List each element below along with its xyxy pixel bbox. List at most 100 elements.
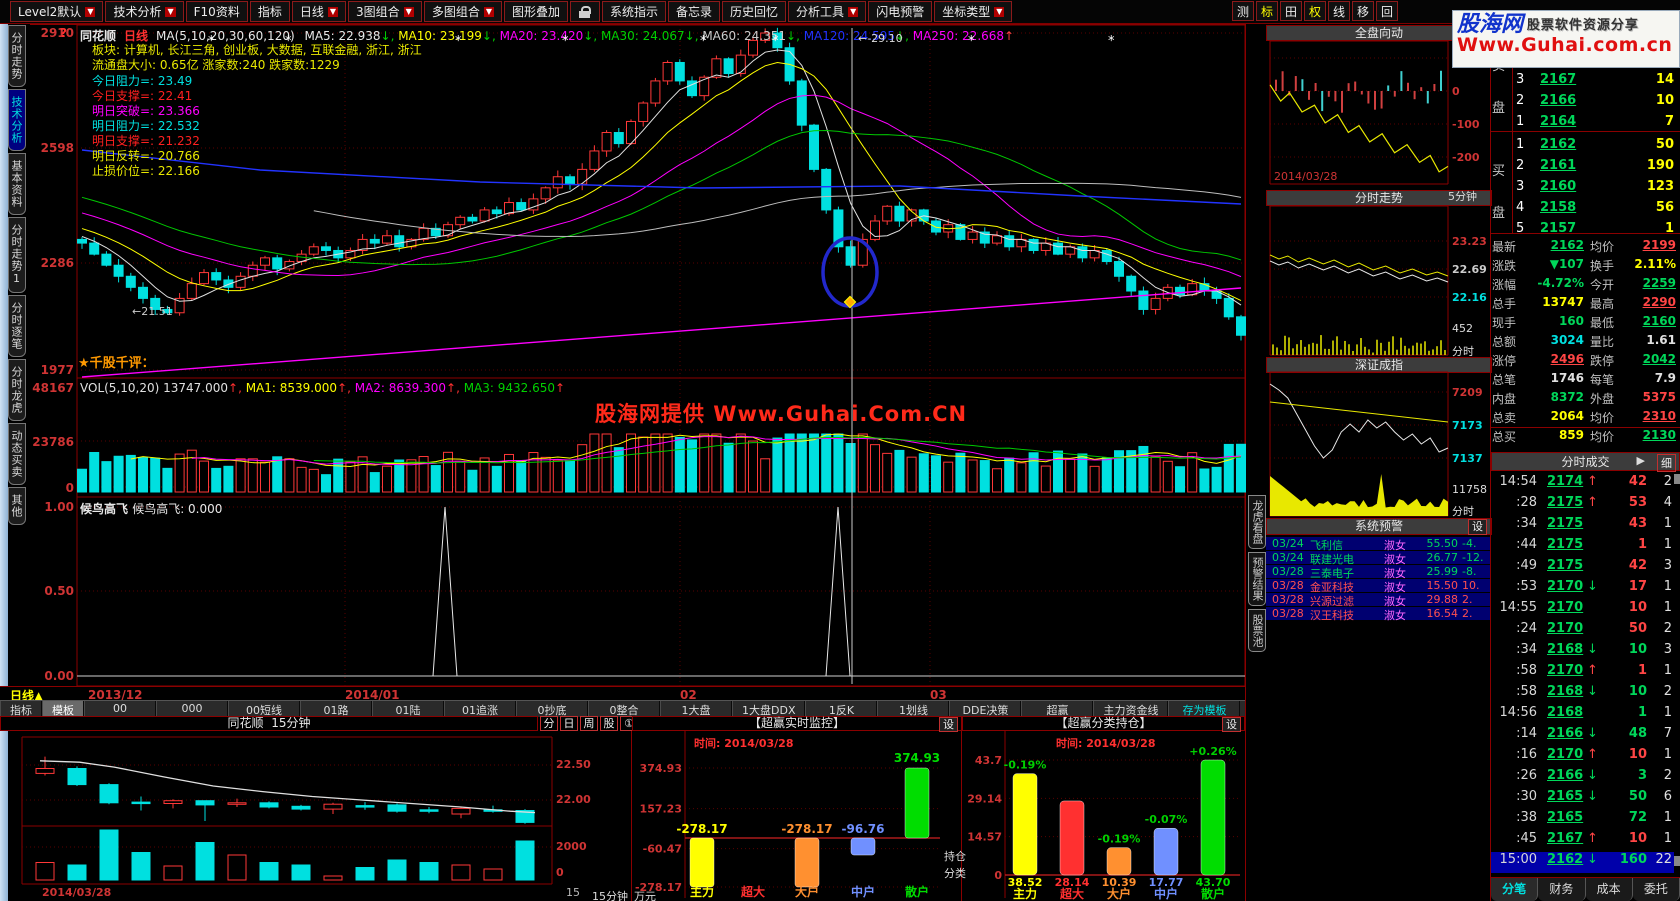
trade-row[interactable]: :45 2167 ↑ 10 1 bbox=[1491, 831, 1674, 852]
alert-row[interactable]: 03/24 联建光电 淑女 26.77 -12. bbox=[1266, 551, 1490, 566]
detail-button[interactable]: 细 bbox=[1657, 454, 1676, 472]
trade-row[interactable]: :30 2165 ↓ 50 6 bbox=[1491, 789, 1674, 810]
trade-row[interactable]: :58 2170 ↑ 1 1 bbox=[1491, 663, 1674, 684]
pan2-title[interactable]: 分时走势 bbox=[1266, 190, 1492, 206]
alert-row[interactable]: 03/24 飞利信 淑女 55.50 -4. bbox=[1266, 537, 1490, 552]
help-mark[interactable]: ? bbox=[60, 26, 67, 40]
menu-item-日线[interactable]: 日线 ▼ bbox=[291, 1, 347, 22]
template-tab-00[interactable]: 00 bbox=[84, 701, 156, 717]
template-tab-1大盘[interactable]: 1大盘 bbox=[660, 701, 732, 717]
sidebar-tab-技术分析[interactable]: 技术分析 bbox=[8, 89, 26, 151]
alert-row[interactable]: 03/28 金亚科技 淑女 15.50 10. bbox=[1266, 579, 1490, 594]
trade-row[interactable]: :14 2166 ↓ 48 7 bbox=[1491, 726, 1674, 747]
template-tab-01陆[interactable]: 01陆 bbox=[372, 701, 444, 717]
menu-item-指标[interactable]: 指标 bbox=[249, 1, 290, 22]
trade-row[interactable]: :44 2175 1 1 bbox=[1491, 537, 1674, 558]
menu-item-历史回忆[interactable]: 历史回忆 bbox=[722, 1, 787, 22]
alert-row[interactable]: 03/28 三泰电子 淑女 25.99 -8. bbox=[1266, 565, 1490, 580]
monitor-settings-button[interactable]: 设 bbox=[939, 717, 958, 732]
trade-row[interactable]: :28 2175 ↑ 53 4 bbox=[1491, 495, 1674, 516]
template-tab-00短线[interactable]: 00短线 bbox=[228, 701, 300, 717]
menu-item-Level2默认[interactable]: Level2默认 ▼ bbox=[10, 1, 104, 22]
template-tab-超赢[interactable]: 超赢 bbox=[1021, 701, 1094, 717]
period-button-日[interactable]: 日 bbox=[560, 716, 578, 731]
right-tab-预警结果[interactable]: 预警结果 bbox=[1248, 552, 1266, 606]
tool-线[interactable]: 线 bbox=[1328, 1, 1350, 21]
sidebar-tab-分时逐笔[interactable]: 分时逐笔 bbox=[8, 295, 26, 357]
alert-row[interactable]: 03/28 汉王科技 淑女 16.54 2. bbox=[1266, 607, 1490, 622]
trade-row[interactable]: :24 2170 50 2 bbox=[1491, 621, 1674, 642]
tool-移[interactable]: 移 bbox=[1352, 1, 1374, 21]
trade-row[interactable]: :58 2168 ↓ 10 2 bbox=[1491, 684, 1674, 705]
pan3-title[interactable]: 深证成指 bbox=[1266, 357, 1492, 373]
sidebar-tab-动态买卖[interactable]: 动态买卖 bbox=[8, 423, 26, 485]
period-button-周[interactable]: 周 bbox=[580, 716, 598, 731]
quote-tab-分笔[interactable]: 分笔 bbox=[1491, 878, 1539, 901]
trade-row[interactable]: :49 2175 42 3 bbox=[1491, 558, 1674, 579]
sidebar-tab-其他[interactable]: 其他 bbox=[8, 487, 26, 525]
buy-row-4[interactable]: 4 2158 56 bbox=[1514, 200, 1680, 220]
template-tab-存为模板[interactable]: 存为模板 bbox=[1168, 701, 1241, 717]
menu-item-分析工具[interactable]: 分析工具 ▼ bbox=[788, 1, 867, 22]
trade-row[interactable]: :34 2175 43 1 bbox=[1491, 516, 1674, 537]
template-tab-1划线[interactable]: 1划线 bbox=[877, 701, 950, 717]
buy-row-5[interactable]: 5 2157 1 bbox=[1514, 221, 1680, 241]
template-tab-1反K[interactable]: 1反K bbox=[805, 701, 878, 717]
tool-田[interactable]: 田 bbox=[1280, 1, 1302, 21]
sell-row-3[interactable]: 3 2167 14 bbox=[1514, 72, 1680, 92]
quote-tab-成本[interactable]: 成本 bbox=[1585, 878, 1633, 901]
buy-row-3[interactable]: 3 2160 123 bbox=[1514, 179, 1680, 199]
menu-item-多图组合[interactable]: 多图组合 ▼ bbox=[423, 1, 502, 22]
template-tab-01追涨[interactable]: 01追涨 bbox=[444, 701, 516, 717]
tool-测[interactable]: 测 bbox=[1232, 1, 1254, 21]
trade-row[interactable]: 14:56 2168 1 1 bbox=[1491, 705, 1674, 726]
sell-row-1[interactable]: 1 2164 7 bbox=[1514, 114, 1680, 134]
toolbar-模板[interactable]: 模板 bbox=[42, 701, 84, 717]
sidebar-tab-分时龙虎[interactable]: 分时龙虎 bbox=[8, 359, 26, 421]
menu-item-F10资料[interactable]: F10资料 bbox=[185, 1, 248, 22]
sidebar-tab-分时走势1[interactable]: 分时走势1 bbox=[8, 217, 26, 293]
scrollbar-up[interactable] bbox=[1674, 474, 1680, 484]
menu-item-3图组合[interactable]: 3图组合 ▼ bbox=[348, 1, 422, 22]
trade-row[interactable]: :38 2165 72 1 bbox=[1491, 810, 1674, 831]
trade-row[interactable]: :26 2166 ↓ 3 2 bbox=[1491, 768, 1674, 789]
template-tab-0整合[interactable]: 0整合 bbox=[588, 701, 660, 717]
period-button-股[interactable]: 股 bbox=[600, 716, 618, 731]
buy-row-1[interactable]: 1 2162 50 bbox=[1514, 137, 1680, 157]
trade-row[interactable]: :53 2170 ↓ 17 1 bbox=[1491, 579, 1674, 600]
period-button-分[interactable]: 分 bbox=[540, 716, 558, 731]
trade-row[interactable]: :16 2170 ↑ 10 1 bbox=[1491, 747, 1674, 768]
scrollbar-down[interactable] bbox=[1674, 856, 1680, 866]
menu-item-lock[interactable] bbox=[570, 1, 600, 22]
timeline-period[interactable]: 日线▲ bbox=[10, 689, 44, 703]
trade-row[interactable]: 14:54 2174 ↑ 42 2 bbox=[1491, 474, 1674, 495]
right-tab-股票池[interactable]: 股票池 bbox=[1248, 609, 1266, 652]
template-tab-1大盘DDX[interactable]: 1大盘DDX bbox=[732, 701, 806, 717]
sidebar-tab-分时走势[interactable]: 分时走势 bbox=[8, 25, 26, 87]
menu-item-系统指示[interactable]: 系统指示 bbox=[602, 1, 667, 22]
menu-item-技术分析[interactable]: 技术分析 ▼ bbox=[105, 1, 184, 22]
quote-tab-委托[interactable]: 委托 bbox=[1632, 878, 1680, 901]
tool-回[interactable]: 回 bbox=[1376, 1, 1398, 21]
expand-arrow-icon[interactable]: ▶ bbox=[1636, 454, 1645, 467]
template-tab-DDE决策[interactable]: DDE决策 bbox=[949, 701, 1022, 717]
menu-item-备忘录[interactable]: 备忘录 bbox=[668, 1, 721, 22]
alerts-settings-button[interactable]: 设 bbox=[1468, 519, 1487, 535]
trade-row[interactable]: 15:00 2162 ↓ 160 22 bbox=[1491, 852, 1674, 873]
tool-标[interactable]: 标 bbox=[1256, 1, 1278, 21]
trade-row[interactable]: :34 2168 ↓ 10 3 bbox=[1491, 642, 1674, 663]
toolbar-指标[interactable]: 指标 bbox=[0, 701, 42, 717]
trade-row[interactable]: 14:55 2170 10 1 bbox=[1491, 600, 1674, 621]
buy-row-2[interactable]: 2 2161 190 bbox=[1514, 158, 1680, 178]
template-tab-主力资金线[interactable]: 主力资金线 bbox=[1093, 701, 1169, 717]
menu-item-图形叠加[interactable]: 图形叠加 bbox=[503, 1, 568, 22]
template-tab-0抄底[interactable]: 0抄底 bbox=[516, 701, 588, 717]
template-tab-01路[interactable]: 01路 bbox=[300, 701, 372, 717]
sidebar-tab-基本资料[interactable]: 基本资料 bbox=[8, 153, 26, 215]
alert-row[interactable]: 03/28 兴源过滤 淑女 29.88 2. bbox=[1266, 593, 1490, 608]
menu-item-坐标类型[interactable]: 坐标类型 ▼ bbox=[934, 1, 1013, 22]
tool-权[interactable]: 权 bbox=[1304, 1, 1326, 21]
template-tab-000[interactable]: 000 bbox=[156, 701, 228, 717]
comment-link[interactable]: ★千股千评： bbox=[78, 356, 155, 371]
right-tab-龙虎看盘[interactable]: 龙虎看盘 bbox=[1248, 495, 1266, 549]
